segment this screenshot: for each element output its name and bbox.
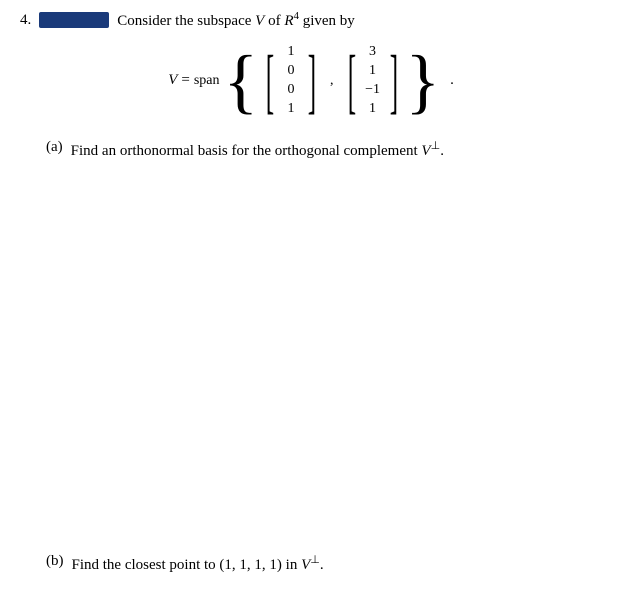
- intro-text-2: of: [264, 13, 284, 29]
- v2-r2: 1: [364, 63, 382, 79]
- problem-intro: Consider the subspace V of R4 given by: [117, 10, 355, 30]
- v1-r1: 1: [282, 44, 300, 60]
- part-a-text-1: Find an orthonormal basis for the orthog…: [71, 143, 422, 159]
- part-b: (b) Find the closest point to (1, 1, 1, …: [46, 553, 324, 574]
- v2-r3: −1: [364, 82, 382, 98]
- part-a-perp: ⊥: [431, 140, 441, 152]
- part-a-text: Find an orthonormal basis for the orthog…: [71, 139, 444, 160]
- part-a: (a) Find an orthonormal basis for the or…: [46, 139, 602, 160]
- part-b-point: (1, 1, 1, 1): [219, 557, 282, 573]
- v2-r4: 1: [364, 101, 382, 117]
- bracket-group: { [ 1 0 0 1 ] , [ 3 1 −1 1 ] }: [224, 42, 441, 119]
- v2-r1: 3: [364, 44, 382, 60]
- equation-block: V = span { [ 1 0 0 1 ] , [ 3 1 −1 1 ] } …: [20, 42, 602, 119]
- eq-lhs-V: V: [168, 72, 177, 89]
- eq-equals: =: [181, 72, 189, 89]
- eq-span-word: span: [194, 73, 220, 89]
- part-b-perp: ⊥: [310, 554, 320, 566]
- part-a-label: (a): [46, 139, 63, 160]
- part-b-text-1: Find the closest point to: [72, 557, 220, 573]
- part-a-text-2: .: [440, 143, 444, 159]
- part-b-V: V: [301, 557, 310, 573]
- part-b-text: Find the closest point to (1, 1, 1, 1) i…: [72, 553, 324, 574]
- sq-right-1: ]: [308, 47, 316, 115]
- vector-2: 3 1 −1 1: [364, 42, 382, 119]
- v1-r4: 1: [282, 101, 300, 117]
- problem-header: 4. Consider the subspace V of R4 given b…: [20, 10, 602, 30]
- part-b-label: (b): [46, 553, 64, 574]
- vector-1: 1 0 0 1: [282, 42, 300, 119]
- equation-inline: V = span { [ 1 0 0 1 ] , [ 3 1 −1 1 ] } …: [168, 42, 454, 119]
- problem-number: 4.: [20, 12, 31, 29]
- part-b-text-2: in: [282, 557, 301, 573]
- vector-comma: ,: [330, 73, 334, 89]
- intro-V: V: [255, 13, 264, 29]
- sq-right-2: ]: [389, 47, 397, 115]
- intro-text-3: given by: [299, 13, 355, 29]
- redaction-mark: [39, 12, 109, 28]
- intro-text-1: Consider the subspace: [117, 13, 255, 29]
- v1-r3: 0: [282, 82, 300, 98]
- part-b-text-3: .: [320, 557, 324, 573]
- curly-right: }: [406, 45, 441, 117]
- eq-period: .: [450, 72, 454, 89]
- sq-left-2: [: [347, 47, 355, 115]
- v1-r2: 0: [282, 63, 300, 79]
- sq-left-1: [: [266, 47, 274, 115]
- part-a-V: V: [421, 143, 430, 159]
- curly-left: {: [224, 45, 259, 117]
